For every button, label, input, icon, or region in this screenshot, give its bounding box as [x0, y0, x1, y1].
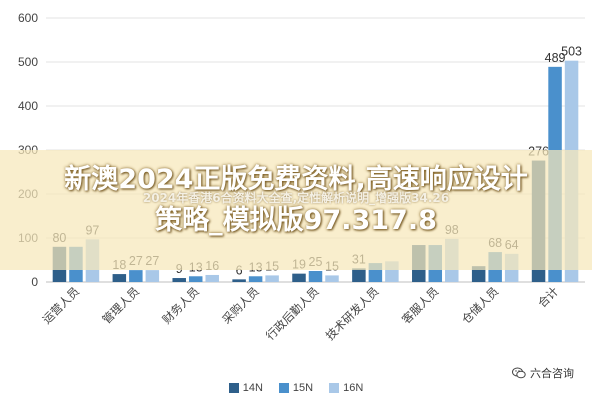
x-tick-label: 仓储人员	[459, 284, 501, 326]
overlay-banner	[0, 150, 592, 270]
overlay-headline-line1: 新澳2024正版免费资料,高速响应设计	[64, 164, 528, 195]
bar	[352, 268, 366, 282]
x-tick-label: 行政后勤人员	[263, 284, 322, 343]
y-tick-label: 400	[18, 99, 38, 113]
x-tick-label: 技术研发人员	[323, 284, 382, 343]
x-tick-label: 合计	[535, 284, 562, 311]
x-axis-ticks: 运营人员 管理人员 财务人员 采购人员 行政后勤人员 技术研发人员 客服人员 仓储人员 合计	[40, 284, 562, 343]
overlay-headline-line2: 策略_模拟版97.317.8	[155, 205, 437, 236]
x-tick-label: 采购人员	[219, 284, 261, 326]
wechat-icon	[512, 367, 526, 379]
bar	[112, 274, 127, 282]
bar	[188, 276, 203, 282]
legend-label: 15N	[292, 382, 314, 394]
bar	[172, 278, 186, 282]
bar	[308, 271, 323, 282]
bar	[145, 270, 160, 282]
bar	[205, 274, 219, 282]
bar	[292, 273, 306, 282]
watermark-text: 六合咨询	[530, 367, 574, 380]
legend-item: 16N	[329, 382, 363, 394]
data-label: 503	[561, 45, 582, 59]
legend-swatch	[329, 383, 340, 393]
legend-swatch	[228, 383, 239, 393]
overlay-subline: 2024年香港6合资料大全查,定性解析说明_增强版34.26	[142, 191, 450, 205]
watermark: 六合咨询	[512, 365, 574, 381]
legend: 14N 15N 16N	[0, 382, 592, 394]
legend-label: 16N	[343, 382, 364, 394]
legend-item: 14N	[228, 382, 263, 394]
data-label: 6	[236, 263, 243, 277]
x-tick-label: 运营人员	[40, 284, 82, 326]
bar	[471, 266, 486, 282]
legend-swatch	[278, 383, 289, 393]
x-tick-label: 财务人员	[159, 284, 201, 326]
bar	[265, 275, 279, 282]
y-tick-label: 600	[18, 11, 38, 25]
data-label: 489	[545, 51, 566, 65]
bar	[129, 270, 143, 282]
y-tick-label: 500	[18, 55, 38, 69]
bar	[325, 275, 339, 282]
bar	[232, 279, 246, 282]
x-tick-label: 客服人员	[399, 284, 441, 326]
y-tick-label: 0	[31, 275, 38, 289]
legend-item: 15N	[278, 382, 314, 394]
bar	[248, 276, 263, 282]
legend-label: 14N	[242, 382, 263, 394]
x-tick-label: 管理人员	[100, 284, 142, 326]
